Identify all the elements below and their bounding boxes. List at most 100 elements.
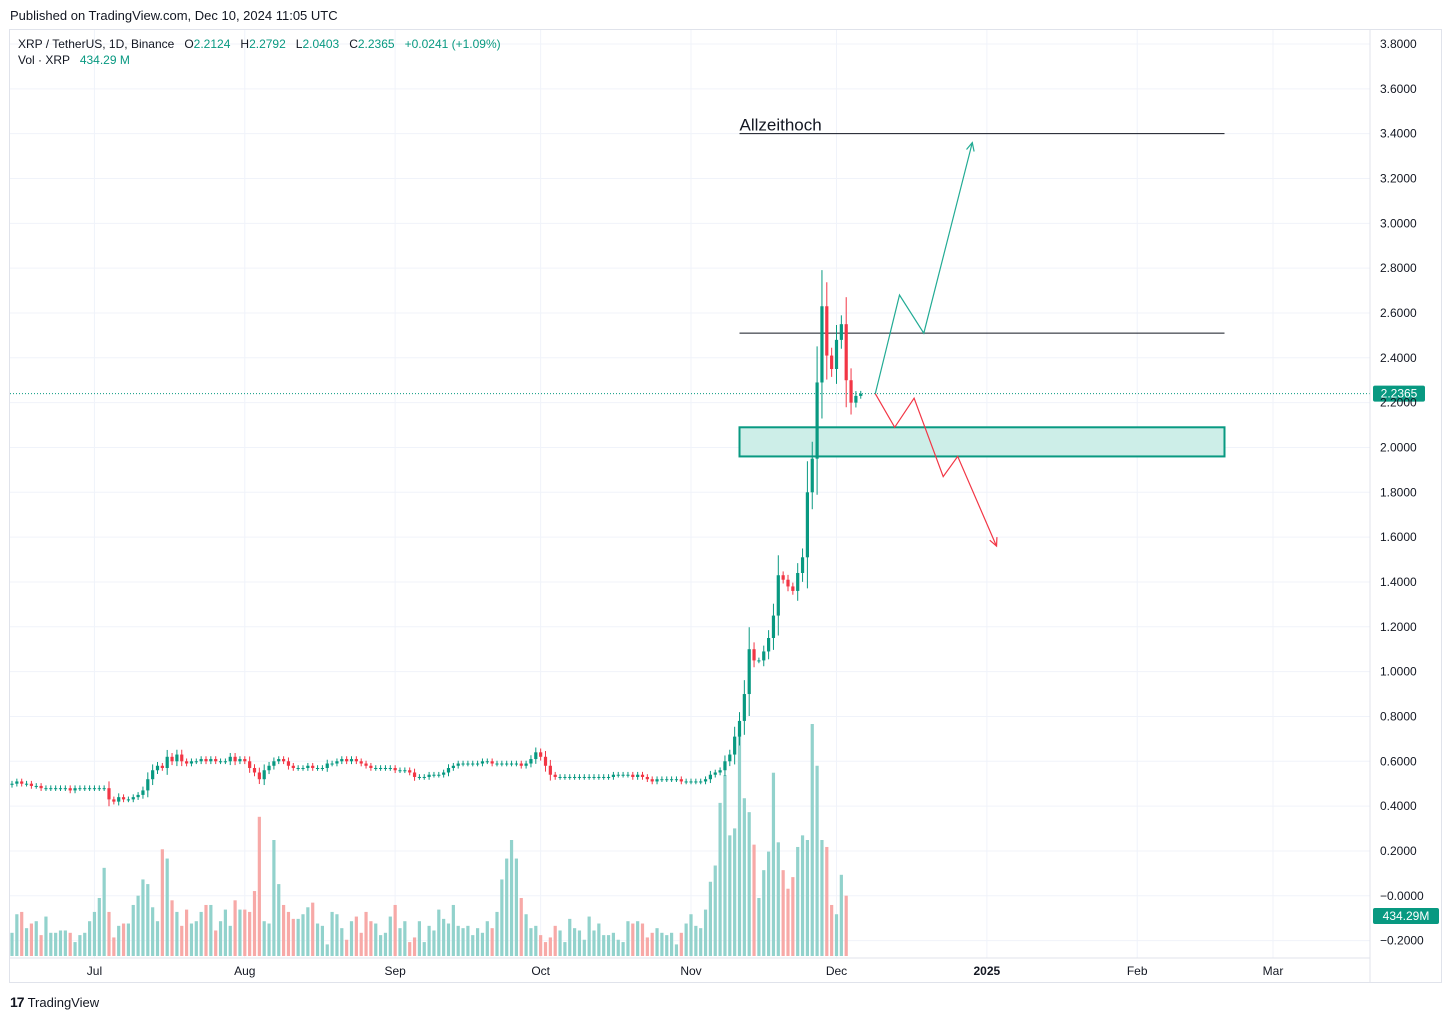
candle-body (170, 756, 174, 762)
volume-bar (708, 881, 712, 956)
volume-bar (573, 928, 577, 956)
candle-body (781, 575, 785, 580)
volume-bar (718, 802, 722, 956)
price-tick-label: 2.2000 (1380, 396, 1417, 410)
candle-body (92, 788, 97, 790)
bearish-projection (874, 393, 998, 547)
volume-bar (505, 858, 509, 956)
price-tick-label: 1.4000 (1380, 575, 1417, 589)
price-tick-label: 1.8000 (1380, 485, 1417, 499)
candle-body (786, 579, 790, 587)
price-tick-label: 2.6000 (1380, 306, 1417, 320)
volume-bar (354, 916, 358, 956)
candle-body (859, 393, 863, 396)
candle-body (15, 781, 19, 784)
candle-body (529, 759, 533, 764)
volume-bar (15, 914, 19, 956)
candle-body (73, 788, 77, 791)
candle-body (160, 765, 164, 769)
price-axis: 3.8000 3.6000 3.4000 3.2000 3.0000 2.8000 2.60… (1369, 30, 1424, 983)
candle-body (820, 306, 824, 383)
candle-body (815, 382, 819, 459)
volume-bar (257, 816, 261, 956)
candle-body (723, 761, 727, 771)
candle-body (252, 768, 257, 773)
volume-bar (92, 911, 97, 956)
candle-body (262, 770, 266, 780)
volume-bar (689, 914, 693, 956)
volume-bar (194, 921, 198, 956)
candle-body (631, 774, 635, 777)
volume-bar (335, 914, 339, 956)
volume-bar (228, 925, 232, 956)
candle-body (694, 781, 698, 783)
candle-body (218, 761, 223, 763)
candle-body (388, 768, 392, 770)
candle-body (427, 774, 431, 777)
volume-bar (427, 925, 431, 956)
candle-body (573, 776, 577, 778)
volume-bar (349, 921, 354, 956)
candle-body (117, 797, 121, 802)
candle-body (49, 788, 53, 790)
candle-body (54, 788, 58, 790)
last-volume-label: 434.29M (1383, 909, 1430, 923)
volume-bar (796, 846, 800, 956)
candle-body (825, 306, 829, 356)
volume-bar (112, 937, 116, 956)
volume-bar (757, 898, 761, 956)
volume-bar (844, 895, 848, 956)
candle-body (582, 776, 586, 778)
volume-bar (519, 898, 523, 956)
candle-body (495, 763, 499, 765)
volume-bar (476, 928, 480, 956)
candle-body (650, 779, 654, 782)
candle-body (291, 765, 295, 769)
volume-bar (674, 944, 679, 956)
volume-bar (262, 921, 266, 956)
candle-body (500, 763, 504, 765)
volume-bar (248, 911, 252, 956)
volume-bar (543, 942, 548, 956)
volume-bar (330, 911, 334, 956)
candle-body (417, 776, 421, 778)
candle-body (442, 772, 446, 775)
volume-bar (820, 840, 824, 956)
tradingview-logo[interactable]: 17 TradingView (10, 994, 99, 1010)
volume-bar (121, 923, 126, 956)
volume-bar (340, 928, 344, 956)
candle-body (121, 797, 126, 800)
volume-bar (393, 904, 397, 956)
volume-bar (737, 733, 742, 956)
candle-body (194, 761, 198, 763)
volume-bar (54, 932, 58, 956)
volume-bar (170, 900, 174, 956)
volume-bar (650, 932, 654, 956)
volume-bar (311, 902, 315, 956)
volume-bar (369, 921, 373, 956)
candle-body (272, 761, 276, 766)
price-tick-label: 0.6000 (1380, 754, 1417, 768)
volume-bar (58, 930, 63, 956)
candle-body (660, 779, 664, 781)
volume-bars (10, 724, 848, 956)
candle-body (524, 763, 528, 766)
candle-body (78, 788, 82, 790)
price-tick-label: 1.0000 (1380, 665, 1417, 679)
legend-close-value: 2.2365 (357, 37, 395, 51)
volume-bar (767, 851, 771, 956)
volume-bar (640, 923, 645, 956)
volume-bar (20, 911, 24, 956)
time-tick-label: Mar (1263, 964, 1284, 978)
price-candles (10, 270, 863, 807)
volume-bar (282, 904, 286, 956)
volume-bar (155, 921, 160, 956)
candle-body (39, 785, 43, 789)
volume-bar (185, 909, 189, 956)
volume-bar (670, 932, 674, 956)
volume-bar (39, 935, 43, 956)
volume-bar (781, 870, 785, 956)
candle-body (519, 763, 523, 766)
volume-bar (451, 904, 455, 956)
